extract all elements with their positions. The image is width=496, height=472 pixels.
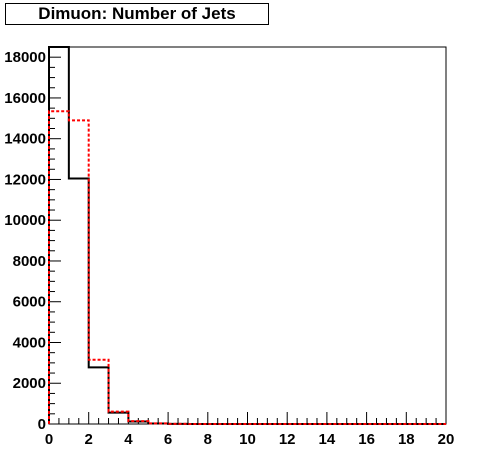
histogram-series-1 [48, 46, 446, 425]
y-tick-label: 8000 [13, 253, 46, 270]
y-tick-label: 4000 [13, 334, 46, 351]
x-tick-label: 14 [319, 431, 336, 448]
chart-title: Dimuon: Number of Jets [5, 3, 269, 25]
x-tick-label: 8 [204, 431, 212, 448]
y-axis: 0 2000 4000 6000 8000 10000 12000 14000 16000 180… [4, 46, 61, 433]
y-tick-label: 18000 [4, 49, 46, 66]
y-tick-label: 14000 [4, 131, 46, 148]
series-layer [48, 46, 446, 425]
x-tick-label: 18 [398, 431, 415, 448]
y-tick-label: 10000 [4, 212, 46, 229]
y-tick-label: 6000 [13, 294, 46, 311]
y-tick-label: 16000 [4, 90, 46, 107]
x-axis: 0 2 4 6 8 10 12 14 16 18 20 [45, 412, 455, 448]
x-tick-label: 6 [164, 431, 172, 448]
x-tick-label: 2 [85, 431, 93, 448]
x-tick-label: 0 [45, 431, 53, 448]
y-tick-label: 2000 [13, 375, 46, 392]
y-tick-label: 12000 [4, 171, 46, 188]
x-tick-label: 12 [279, 431, 296, 448]
x-tick-label: 20 [438, 431, 455, 448]
x-tick-label: 10 [239, 431, 256, 448]
y-tick-label: 0 [38, 416, 46, 433]
histogram-series-2 [48, 110, 446, 425]
x-tick-label: 16 [358, 431, 375, 448]
x-tick-label: 4 [124, 431, 133, 448]
